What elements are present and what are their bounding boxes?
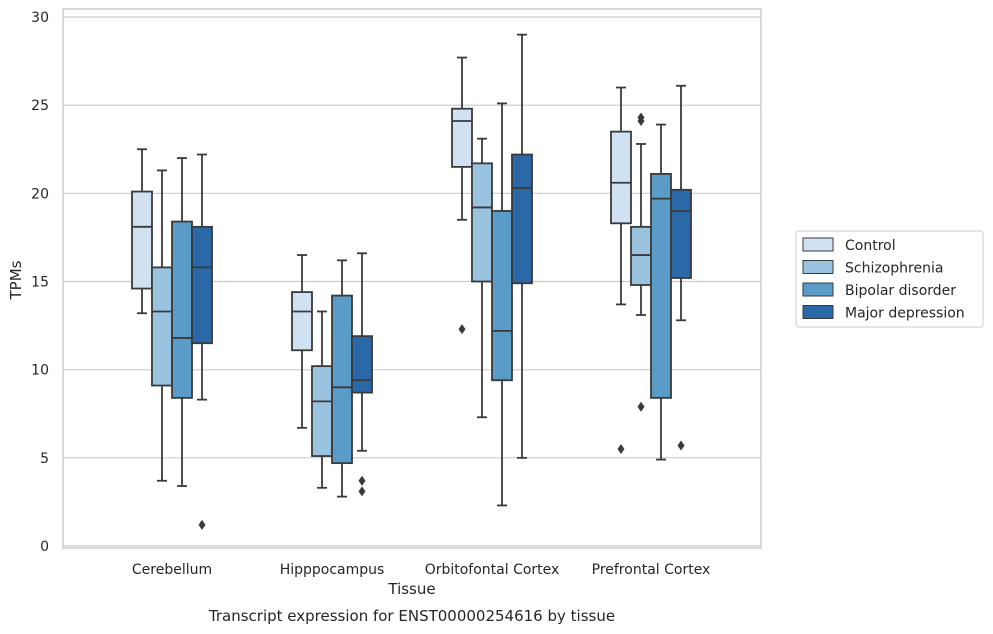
iqr-box — [291, 291, 313, 352]
y-tick-label: 20 — [31, 186, 49, 202]
outlier-point — [677, 440, 685, 451]
iqr-box — [171, 220, 193, 399]
y-tick-label: 10 — [31, 363, 49, 379]
outlier-point — [198, 519, 206, 530]
box-cerebellum — [151, 169, 173, 482]
box-hipppocampus — [311, 310, 333, 489]
outlier-point — [358, 475, 366, 486]
legend-frame — [795, 230, 984, 328]
iqr-box — [650, 173, 672, 399]
series-schizophrenia — [151, 112, 652, 489]
plot-area-frame — [62, 8, 762, 549]
box-orbitofontal-cortex — [471, 137, 493, 419]
iqr-box — [191, 225, 213, 345]
iqr-box — [610, 130, 632, 225]
legend-label: Schizophrenia — [845, 261, 943, 277]
y-tick-label: 5 — [40, 451, 49, 467]
iqr-box — [670, 188, 692, 279]
outlier-point — [358, 486, 366, 497]
x-axis-label: Tissue — [387, 580, 435, 598]
iqr-box — [471, 162, 493, 283]
chart-caption: Transcript expression for ENST0000025461… — [208, 607, 615, 625]
iqr-box — [151, 266, 173, 387]
series-control — [131, 56, 632, 455]
y-tick-label: 15 — [31, 275, 49, 291]
y-tick-label: 30 — [31, 10, 49, 26]
x-axis-ticks: Cerebellum Hipppocampus Orbitofontal Corte… — [132, 562, 710, 578]
legend-label: Major depression — [845, 306, 965, 322]
box-cerebellum — [191, 153, 213, 530]
iqr-box — [131, 190, 153, 290]
iqr-box — [511, 153, 533, 285]
box-prefrontal-cortex — [650, 123, 672, 461]
iqr-box — [491, 210, 513, 382]
series-bipolar-disorder — [171, 102, 672, 507]
y-axis-ticks: 0 5 10 15 20 25 30 — [31, 10, 49, 555]
outlier-point — [637, 401, 645, 412]
x-tick-label: Orbitofontal Cortex — [425, 562, 560, 578]
box-hipppocampus — [351, 252, 373, 497]
box-orbitofontal-cortex — [491, 102, 513, 507]
outlier-point — [637, 112, 645, 123]
legend-label: Control — [845, 238, 896, 254]
legend-label: Bipolar disorder — [845, 283, 956, 299]
iqr-box — [351, 335, 373, 394]
legend-swatch — [802, 260, 834, 274]
x-tick-label: Cerebellum — [132, 562, 212, 578]
box-prefrontal-cortex — [670, 84, 692, 451]
iqr-box — [311, 365, 333, 457]
y-tick-label: 0 — [40, 539, 49, 555]
box-prefrontal-cortex — [630, 112, 652, 412]
legend-swatch — [802, 305, 834, 319]
outlier-point — [617, 444, 625, 455]
box-hipppocampus — [291, 254, 313, 429]
legend-swatch — [802, 237, 834, 252]
box-cerebellum — [171, 157, 193, 487]
x-tick-label: Prefrontal Cortex — [592, 562, 711, 578]
outlier-point — [458, 324, 466, 335]
iqr-box — [331, 294, 353, 465]
x-tick-label: Hipppocampus — [280, 562, 385, 578]
iqr-box — [451, 107, 473, 168]
box-orbitofontal-cortex — [451, 56, 473, 335]
legend-swatch — [802, 282, 834, 297]
box-cerebellum — [131, 148, 153, 315]
box-prefrontal-cortex — [610, 86, 632, 455]
box-series — [131, 33, 692, 530]
y-axis-label: TPMs — [7, 260, 25, 300]
box-hipppocampus — [331, 259, 353, 498]
y-tick-label: 25 — [31, 98, 49, 114]
series-major-depression — [191, 33, 692, 530]
legend: Control Schizophrenia Bipolar disorder Majo… — [795, 230, 984, 328]
box-orbitofontal-cortex — [511, 33, 533, 459]
